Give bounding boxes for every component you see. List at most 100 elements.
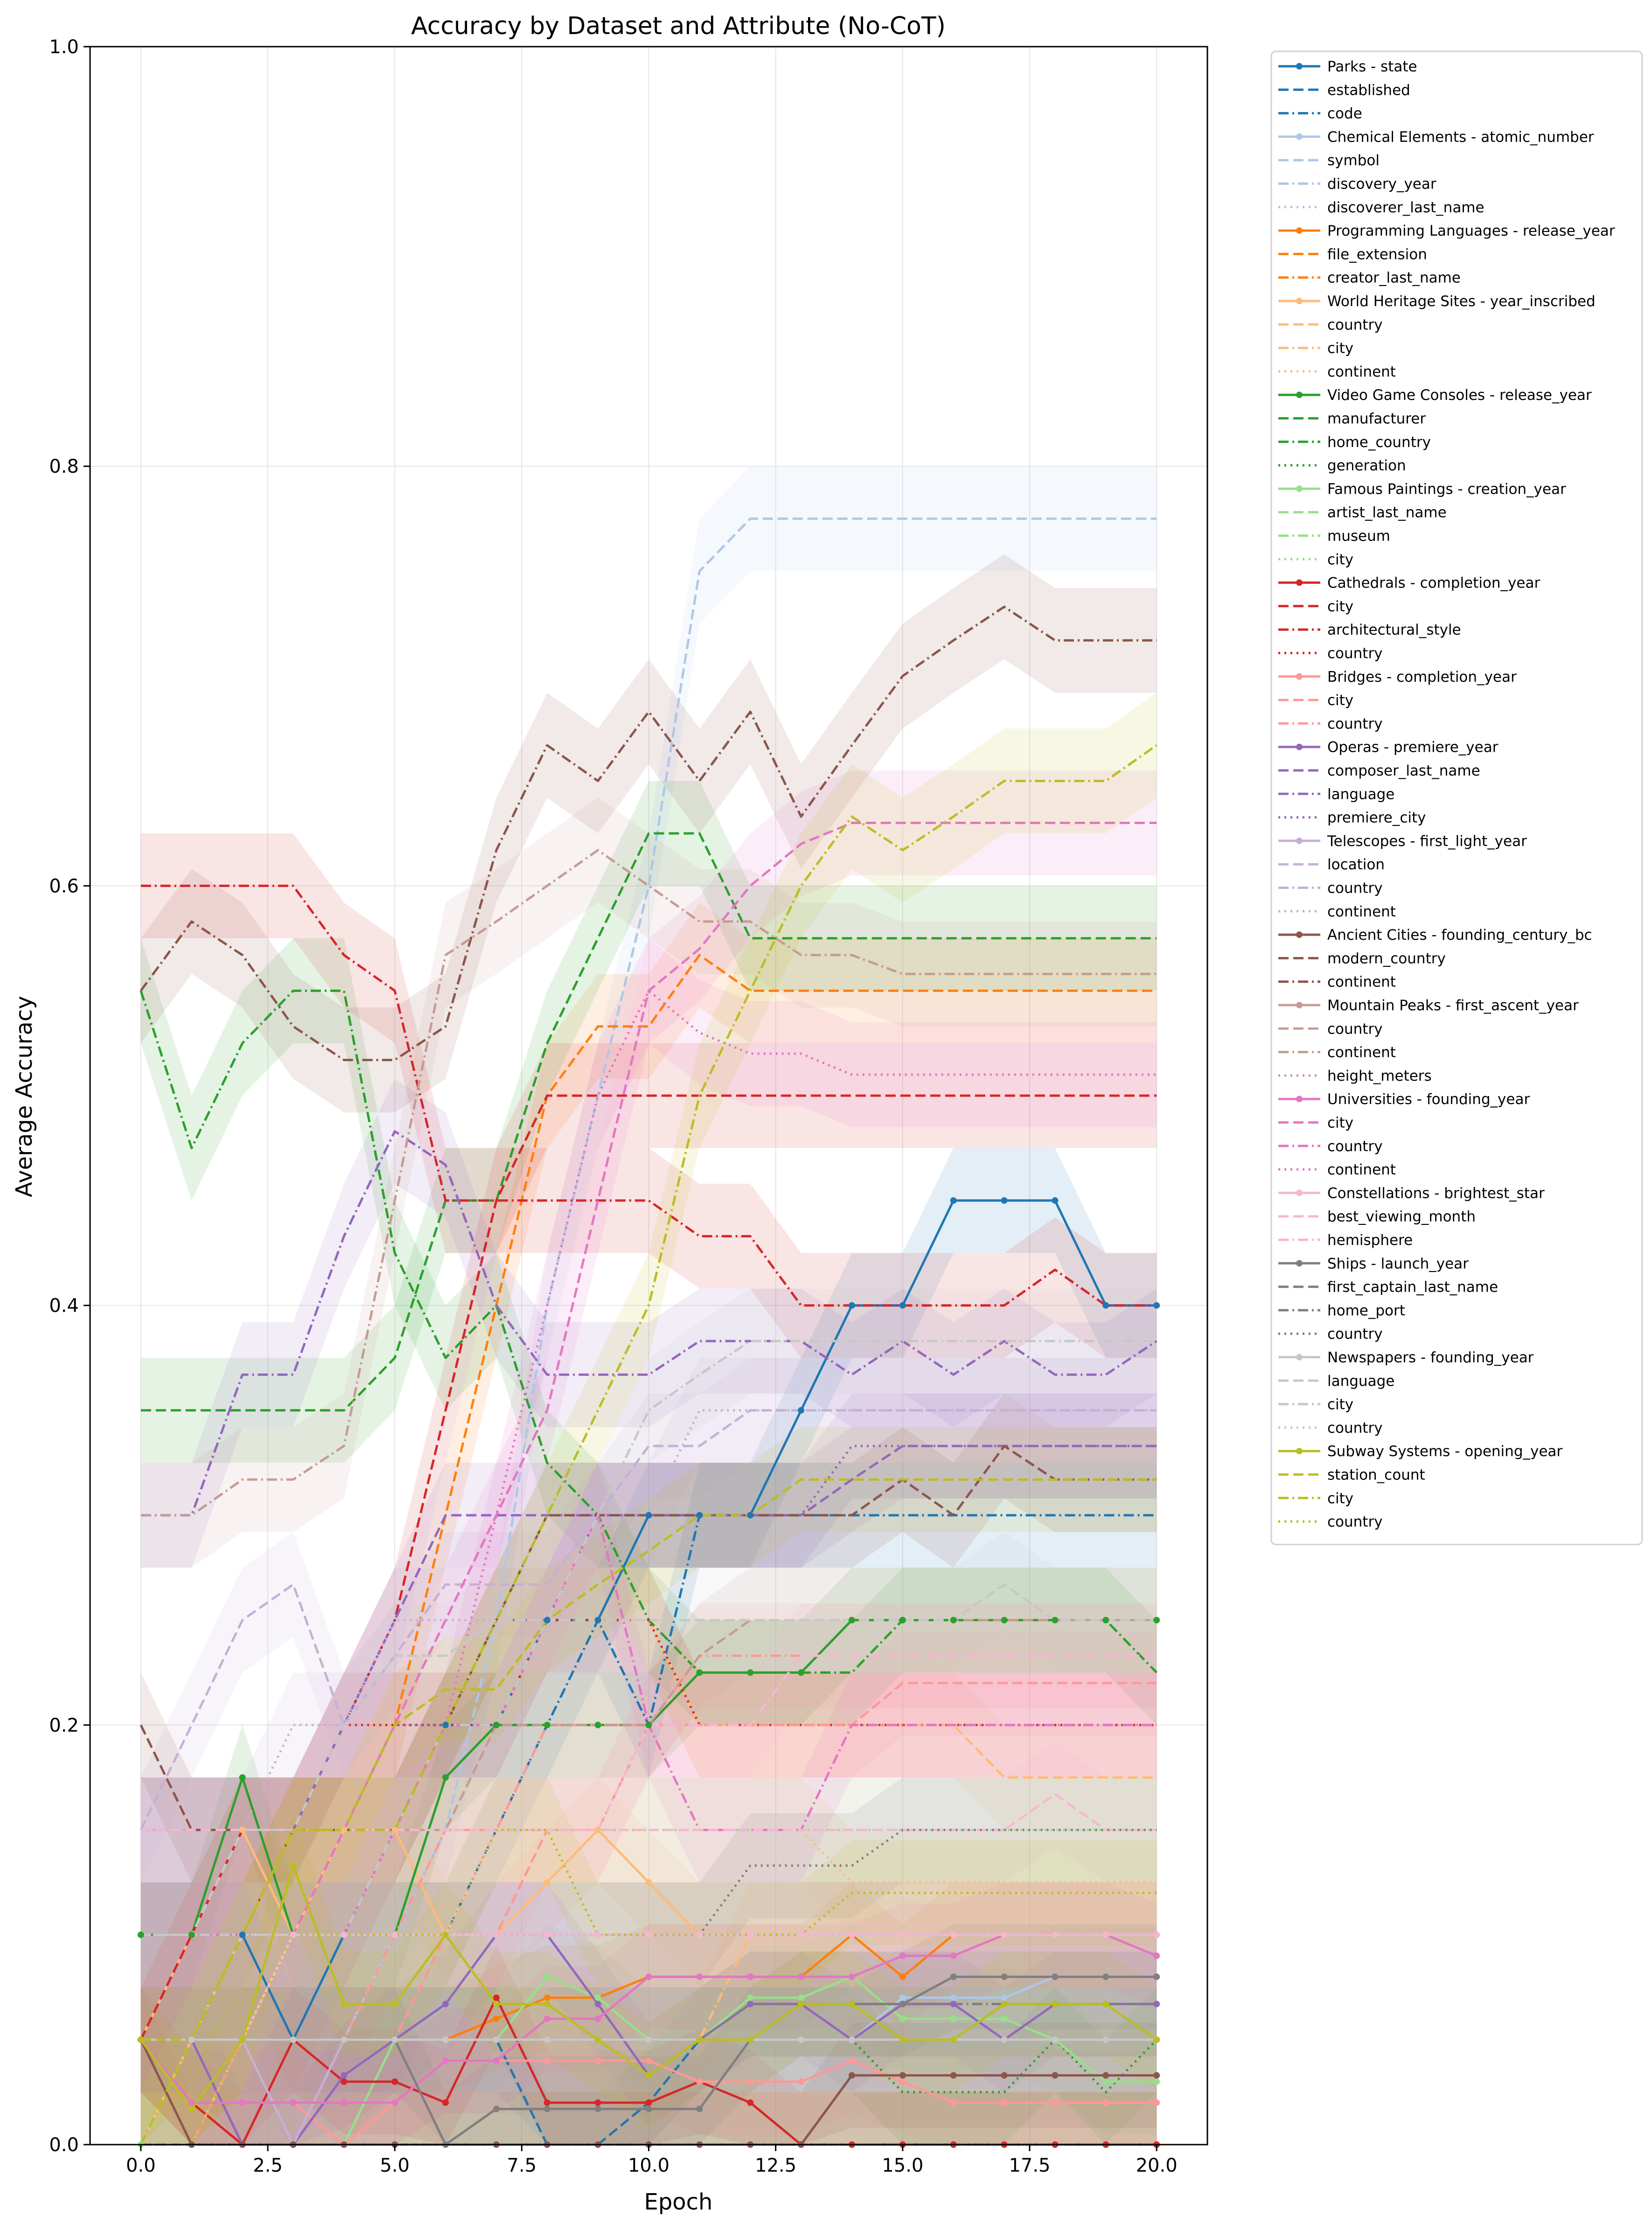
series-line bbox=[139, 1409, 1157, 1831]
legend-marker bbox=[1296, 1189, 1303, 1196]
series-point bbox=[290, 1862, 297, 1869]
y-tick-label: 0.0 bbox=[49, 2134, 79, 2156]
series-line bbox=[140, 1130, 1157, 1517]
legend-label: country bbox=[1327, 1138, 1383, 1155]
x-tick-label: 20.0 bbox=[1136, 2155, 1178, 2176]
legend-label: country bbox=[1327, 645, 1383, 662]
x-tick-label: 12.5 bbox=[755, 2155, 796, 2176]
series-point bbox=[188, 1931, 195, 1938]
series-band bbox=[140, 1462, 1157, 2092]
series-point bbox=[899, 1617, 906, 1623]
series-point bbox=[696, 2078, 703, 2085]
legend-marker bbox=[1296, 298, 1303, 304]
legend-label: Telescopes - first_light_year bbox=[1327, 833, 1527, 850]
series-band bbox=[140, 938, 1157, 1725]
series-line bbox=[140, 1583, 1157, 1936]
series-point bbox=[442, 1774, 449, 1781]
series-point bbox=[645, 2099, 652, 2106]
legend-marker bbox=[1296, 837, 1303, 844]
legend-label: continent bbox=[1327, 1044, 1396, 1061]
series-band bbox=[140, 1567, 1157, 1987]
series-point bbox=[1153, 2072, 1160, 2079]
series-markers bbox=[137, 1197, 1160, 2148]
series-point bbox=[1153, 2099, 1160, 2106]
series-point bbox=[594, 1617, 601, 1623]
series-point bbox=[137, 2036, 144, 2043]
series-band bbox=[140, 938, 1157, 1987]
series-point bbox=[442, 1931, 449, 1938]
series-point bbox=[1052, 2036, 1059, 2043]
series-point bbox=[950, 1952, 957, 1959]
series-point bbox=[239, 1826, 246, 1833]
series-point bbox=[544, 2099, 551, 2106]
series-point bbox=[341, 1826, 348, 1833]
series-line bbox=[140, 2038, 1157, 2094]
series-point bbox=[798, 1407, 805, 1414]
series-point bbox=[544, 1721, 551, 1728]
series-point bbox=[1153, 2078, 1160, 2085]
series-point bbox=[594, 2099, 601, 2106]
legend-label: Ships - launch_year bbox=[1327, 1255, 1469, 1272]
series-point bbox=[1153, 1931, 1160, 1938]
series-point bbox=[899, 2036, 906, 2043]
series-point bbox=[747, 1931, 754, 1938]
series-point bbox=[696, 1973, 703, 1980]
series-line bbox=[140, 1619, 1157, 1936]
x-tick-label: 0.0 bbox=[126, 2155, 156, 2176]
legend-marker bbox=[1296, 673, 1303, 680]
series-point bbox=[747, 1994, 754, 2001]
series-line bbox=[140, 849, 1157, 1517]
legend-label: country bbox=[1327, 880, 1383, 897]
series-band bbox=[140, 1393, 1157, 1882]
series-point bbox=[493, 2000, 500, 2007]
legend-marker bbox=[1296, 1260, 1303, 1267]
legend-label: city bbox=[1327, 598, 1353, 615]
series-point bbox=[391, 2078, 398, 2085]
series-point bbox=[493, 2057, 500, 2064]
legend-label: artist_last_name bbox=[1327, 504, 1447, 521]
series-band bbox=[140, 1393, 1157, 1882]
y-tick-label: 0.2 bbox=[49, 1715, 79, 1736]
series-point bbox=[1001, 2099, 1008, 2106]
series-point bbox=[950, 1973, 957, 1980]
series-point bbox=[391, 2000, 398, 2007]
series-point bbox=[645, 1512, 652, 1519]
series-point bbox=[747, 1512, 754, 1519]
legend-label: city bbox=[1327, 692, 1353, 709]
series-point bbox=[442, 1721, 449, 1728]
series-point bbox=[239, 1931, 246, 1938]
series-line bbox=[140, 884, 1157, 1307]
series-point bbox=[848, 1617, 855, 1623]
legend-label: country bbox=[1327, 1326, 1383, 1342]
legend-label: Programming Languages - release_year bbox=[1327, 223, 1615, 239]
series-point bbox=[798, 2000, 805, 2007]
x-tick-label: 10.0 bbox=[628, 2155, 669, 2176]
series-point bbox=[594, 2105, 601, 2112]
series-band bbox=[140, 1427, 1157, 2092]
series-point bbox=[239, 2036, 246, 2043]
x-tick-label: 5.0 bbox=[380, 2155, 410, 2176]
series-band bbox=[140, 1567, 1157, 1987]
legend-label: modern_country bbox=[1327, 950, 1446, 967]
series-line bbox=[140, 1340, 1157, 1936]
series-point bbox=[188, 2036, 195, 2043]
series-band bbox=[140, 1987, 1157, 2145]
series-band bbox=[140, 1951, 1157, 2092]
legend-marker bbox=[1296, 485, 1303, 492]
series-point bbox=[696, 2036, 703, 2043]
legend-label: city bbox=[1327, 1490, 1353, 1507]
series-point bbox=[645, 1721, 652, 1728]
series-point bbox=[442, 2000, 449, 2007]
series-point bbox=[899, 2015, 906, 2022]
legend-frame bbox=[1270, 50, 1643, 1545]
series-point bbox=[747, 2000, 754, 2007]
series-point bbox=[594, 1994, 601, 2001]
legend-label: home_country bbox=[1327, 434, 1431, 451]
series-point bbox=[1052, 2099, 1059, 2106]
legend-label: continent bbox=[1327, 903, 1396, 920]
series-band bbox=[140, 1777, 1157, 1935]
series-line bbox=[140, 1478, 1157, 2041]
series-band bbox=[140, 902, 1157, 2092]
series-band bbox=[140, 1987, 1157, 2145]
y-axis-label: Average Accuracy bbox=[11, 996, 37, 1197]
